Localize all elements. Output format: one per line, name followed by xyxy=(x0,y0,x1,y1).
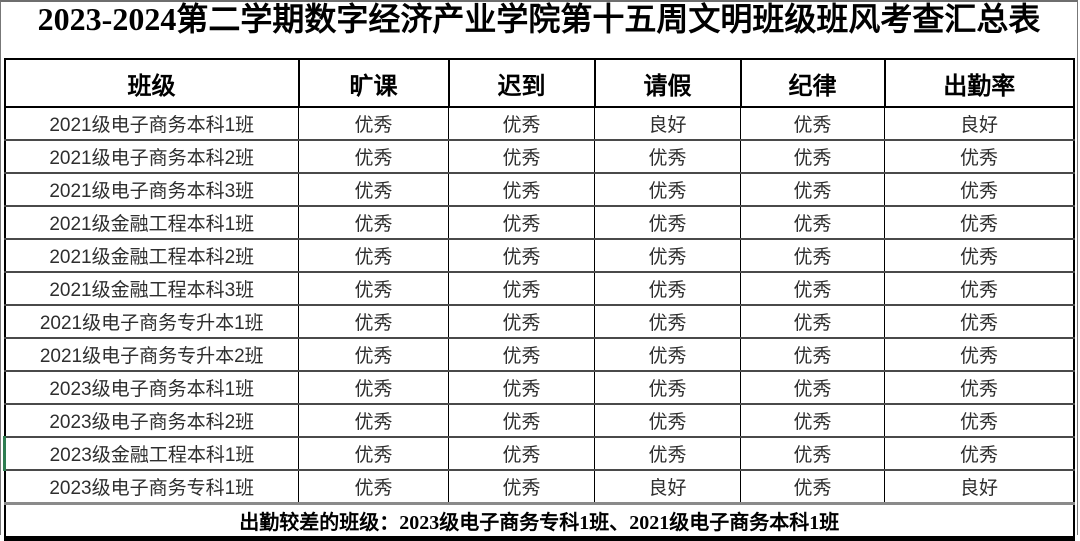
class-name-cell: 2021级金融工程本科2班 xyxy=(4,238,299,273)
rating-cell: 优秀 xyxy=(594,205,741,240)
column-header: 请假 xyxy=(593,58,742,108)
table-row: 2021级电子商务本科2班 优秀 优秀 优秀 优秀 优秀 xyxy=(4,139,1075,174)
class-name-cell: 2021级电子商务专升本2班 xyxy=(4,337,299,372)
rating-cell: 优秀 xyxy=(740,106,885,141)
rating-cell: 优秀 xyxy=(298,403,449,438)
rating-cell: 优秀 xyxy=(884,337,1075,372)
table-row: 2023级金融工程本科1班 优秀 优秀 优秀 优秀 优秀 xyxy=(3,436,1075,471)
rating-cell: 优秀 xyxy=(298,304,449,339)
rating-cell: 优秀 xyxy=(594,436,741,471)
rating-cell: 优秀 xyxy=(740,238,885,273)
rating-cell: 优秀 xyxy=(740,139,885,174)
rating-cell: 优秀 xyxy=(448,370,595,405)
rating-cell: 优秀 xyxy=(298,238,449,273)
rating-cell: 优秀 xyxy=(884,436,1075,471)
rating-cell: 优秀 xyxy=(884,271,1075,306)
rating-cell: 优秀 xyxy=(298,106,449,141)
rating-cell: 优秀 xyxy=(448,469,595,505)
class-name-cell: 2023级电子商务本科1班 xyxy=(4,370,299,405)
page-title: 2023-2024第二学期数字经济产业学院第十五周文明班级班风考查汇总表 xyxy=(37,1,1041,37)
rating-cell: 优秀 xyxy=(740,205,885,240)
rating-cell: 优秀 xyxy=(448,337,595,372)
rating-cell: 良好 xyxy=(884,469,1075,505)
column-header: 纪律 xyxy=(739,58,886,108)
table-row: 2021级电子商务专升本2班 优秀 优秀 优秀 优秀 优秀 xyxy=(4,337,1075,372)
rating-cell: 优秀 xyxy=(298,205,449,240)
class-name-cell: 2021级电子商务本科2班 xyxy=(4,139,299,174)
table-row: 2021级电子商务本科3班 优秀 优秀 优秀 优秀 优秀 xyxy=(4,172,1075,207)
class-name-cell: 2021级金融工程本科3班 xyxy=(4,271,299,306)
rating-cell: 优秀 xyxy=(594,139,741,174)
rating-cell: 优秀 xyxy=(448,172,595,207)
footer-note: 出勤较差的班级：2023级电子商务专科1班、2021级电子商务本科1班 xyxy=(4,502,1075,539)
rating-cell: 优秀 xyxy=(448,403,595,438)
class-name-cell: 2021级电子商务专升本1班 xyxy=(4,304,299,339)
rating-cell: 优秀 xyxy=(448,106,595,141)
table-row: 2021级金融工程本科2班 优秀 优秀 优秀 优秀 优秀 xyxy=(4,238,1075,273)
rating-cell: 优秀 xyxy=(884,238,1075,273)
column-header: 出勤率 xyxy=(883,58,1075,108)
column-header: 旷课 xyxy=(297,58,450,108)
rating-cell: 优秀 xyxy=(884,139,1075,174)
rating-cell: 优秀 xyxy=(448,304,595,339)
rating-cell: 优秀 xyxy=(884,403,1075,438)
rating-cell: 良好 xyxy=(594,106,741,141)
rating-cell: 优秀 xyxy=(740,436,885,471)
rating-cell: 优秀 xyxy=(594,337,741,372)
rating-cell: 优秀 xyxy=(884,370,1075,405)
rating-cell: 优秀 xyxy=(740,172,885,207)
class-name-cell-green-marker: 2023级金融工程本科1班 xyxy=(3,436,299,471)
rating-cell: 优秀 xyxy=(594,238,741,273)
rating-cell: 优秀 xyxy=(884,304,1075,339)
rating-cell: 优秀 xyxy=(298,337,449,372)
class-name-cell: 2021级电子商务本科3班 xyxy=(4,172,299,207)
table-row: 2023级电子商务本科1班 优秀 优秀 优秀 优秀 优秀 xyxy=(4,370,1075,405)
column-header: 迟到 xyxy=(447,58,596,108)
table-row: 2021级电子商务本科1班 优秀 优秀 良好 优秀 良好 xyxy=(4,106,1075,141)
footer-row: 出勤较差的班级：2023级电子商务专科1班、2021级电子商务本科1班 xyxy=(4,502,1075,539)
table-row: 2021级金融工程本科1班 优秀 优秀 优秀 优秀 优秀 xyxy=(4,205,1075,240)
rating-cell: 优秀 xyxy=(594,271,741,306)
evaluation-table: 班级 旷课 迟到 请假 纪律 出勤率 2021级电子商务本科1班 优秀 优秀 良好 优秀 良好 202… xyxy=(3,58,1075,541)
rating-cell: 优秀 xyxy=(448,238,595,273)
rating-cell: 优秀 xyxy=(448,271,595,306)
rating-cell: 优秀 xyxy=(448,205,595,240)
rating-cell: 优秀 xyxy=(298,370,449,405)
rating-cell: 良好 xyxy=(884,106,1075,141)
rating-cell: 优秀 xyxy=(298,172,449,207)
rating-cell: 优秀 xyxy=(594,172,741,207)
rating-cell: 优秀 xyxy=(740,370,885,405)
rating-cell: 优秀 xyxy=(740,271,885,306)
rating-cell: 优秀 xyxy=(594,370,741,405)
rating-cell: 优秀 xyxy=(884,172,1075,207)
rating-cell: 优秀 xyxy=(594,304,741,339)
class-name-cell: 2021级金融工程本科1班 xyxy=(4,205,299,240)
rating-cell: 优秀 xyxy=(298,139,449,174)
rating-cell: 优秀 xyxy=(594,403,741,438)
class-name-cell: 2021级电子商务本科1班 xyxy=(4,106,299,141)
header-row: 班级 旷课 迟到 请假 纪律 出勤率 xyxy=(3,58,1075,108)
rating-cell: 良好 xyxy=(594,469,741,505)
class-name-cell: 2023级电子商务专科1班 xyxy=(4,469,299,505)
table-row: 2021级电子商务专升本1班 优秀 优秀 优秀 优秀 优秀 xyxy=(4,304,1075,339)
rating-cell: 优秀 xyxy=(740,304,885,339)
rating-cell: 优秀 xyxy=(448,139,595,174)
table-body: 2021级电子商务本科1班 优秀 优秀 良好 优秀 良好 2021级电子商务本科2班 优秀 优秀… xyxy=(3,106,1075,505)
rating-cell: 优秀 xyxy=(740,337,885,372)
rating-cell: 优秀 xyxy=(298,436,449,471)
table-row: 2021级金融工程本科3班 优秀 优秀 优秀 优秀 优秀 xyxy=(4,271,1075,306)
rating-cell: 优秀 xyxy=(740,469,885,505)
table-row: 2023级电子商务本科2班 优秀 优秀 优秀 优秀 优秀 xyxy=(4,403,1075,438)
rating-cell: 优秀 xyxy=(298,469,449,505)
table-row: 2023级电子商务专科1班 优秀 优秀 良好 优秀 良好 xyxy=(4,469,1075,505)
column-header: 班级 xyxy=(3,58,300,108)
class-name-cell: 2023级电子商务本科2班 xyxy=(4,403,299,438)
rating-cell: 优秀 xyxy=(448,436,595,471)
rating-cell: 优秀 xyxy=(884,205,1075,240)
rating-cell: 优秀 xyxy=(740,403,885,438)
rating-cell: 优秀 xyxy=(298,271,449,306)
